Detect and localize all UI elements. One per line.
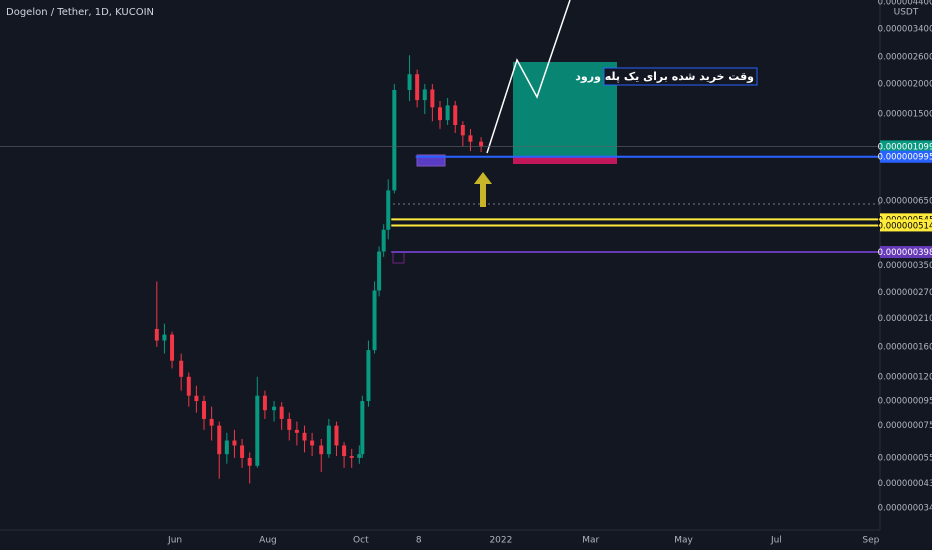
y-tick-label: 0.000004400: [878, 0, 932, 8]
projection: [486, 0, 571, 154]
candle-body: [372, 290, 377, 351]
candle-body: [392, 90, 397, 191]
y-tick-label: 0.000001500: [878, 110, 932, 120]
y-tick-label: 0.000000210: [878, 314, 932, 324]
y-tick-label: 0.000000034: [878, 503, 932, 513]
candle-body: [232, 440, 237, 446]
candle-body: [294, 429, 299, 433]
candle-body: [349, 456, 354, 458]
candle-body: [334, 425, 339, 446]
candle-body: [209, 418, 214, 426]
y-tick-label: 0.000000650: [878, 197, 932, 207]
x-tick-label: Sep: [862, 536, 879, 546]
annotation: وقت خرید شده برای یک پله ورود: [575, 70, 754, 83]
x-tick-label: May: [674, 536, 693, 546]
candle-body: [202, 401, 207, 419]
candle-body: [255, 395, 260, 466]
y-tick-label: 0.000000270: [878, 288, 932, 298]
candle-body: [415, 74, 420, 101]
candle-body: [240, 445, 245, 458]
candle-body: [381, 229, 386, 252]
y-tick-label: 0.000000043: [878, 479, 932, 489]
candle-body: [366, 350, 371, 402]
candle-body: [438, 107, 442, 121]
y-tick-label: 0.000000120: [878, 372, 932, 382]
y-tick-label: 0.000000095: [878, 397, 932, 407]
candle-body: [287, 418, 292, 430]
candle-body: [319, 445, 324, 455]
price-label: 0.000000514: [878, 221, 932, 231]
candle-body: [453, 105, 458, 125]
target-zone: [513, 62, 617, 157]
axis-unit: USDT: [894, 8, 919, 18]
x-tick-label: 8: [416, 536, 422, 546]
y-tick-label: 0.000000075: [878, 421, 932, 431]
x-tick-label: Jul: [770, 536, 782, 546]
candle-body: [272, 406, 277, 411]
candle-body: [310, 440, 315, 446]
y-tick-label: 0.000000160: [878, 342, 932, 352]
candle-body: [279, 406, 284, 419]
candle-body: [460, 124, 465, 136]
x-tick-label: Jun: [167, 536, 182, 546]
zone-box: [416, 154, 446, 167]
candle-body: [186, 376, 191, 396]
candle-body: [170, 334, 175, 361]
candle-body: [445, 105, 450, 121]
candle-body: [342, 445, 347, 457]
price-label: 0.000000995: [878, 153, 932, 163]
x-tick-label: Aug: [259, 536, 277, 546]
candle-body: [360, 401, 365, 455]
y-tick-label: 0.000003400: [878, 24, 932, 34]
price-label: 0.000001099: [878, 142, 932, 152]
candle-body: [224, 440, 229, 455]
y-tick-label: 0.000000055: [878, 453, 932, 463]
candle-body: [407, 74, 412, 91]
y-tick-label: 0.000002600: [878, 52, 932, 62]
x-tick-label: Oct: [353, 536, 369, 546]
candle-body: [386, 190, 391, 230]
candle-body: [302, 432, 307, 441]
candle-body: [468, 135, 473, 142]
price-label: 0.000000398: [878, 248, 932, 258]
candle-body: [422, 89, 427, 101]
chart-title: Dogelon / Tether, 1D, KUCOIN: [6, 7, 154, 18]
price-label-bg: [880, 246, 932, 259]
annotation-box: [603, 67, 758, 86]
candle-body: [179, 360, 184, 377]
candle-body: [377, 251, 382, 291]
candle-body: [262, 395, 267, 411]
y-tick-label: 0.000000350: [878, 261, 932, 271]
candle-body: [326, 425, 331, 455]
candle-body: [357, 454, 362, 458]
stop-zone: [513, 157, 617, 164]
candle-body: [430, 89, 435, 108]
candle-body: [217, 425, 222, 455]
candle-body: [194, 395, 199, 402]
candle-body: [479, 141, 484, 147]
x-tick-label: Mar: [582, 536, 599, 546]
candle-body: [154, 328, 159, 341]
candle-body: [247, 457, 252, 466]
x-tick-label: 2022: [489, 536, 512, 546]
arrow: [474, 172, 492, 207]
y-tick-label: 0.000002000: [878, 80, 932, 90]
candle-body: [162, 334, 167, 341]
price-label-bg: [880, 219, 932, 232]
price-label-bg: [880, 150, 932, 163]
